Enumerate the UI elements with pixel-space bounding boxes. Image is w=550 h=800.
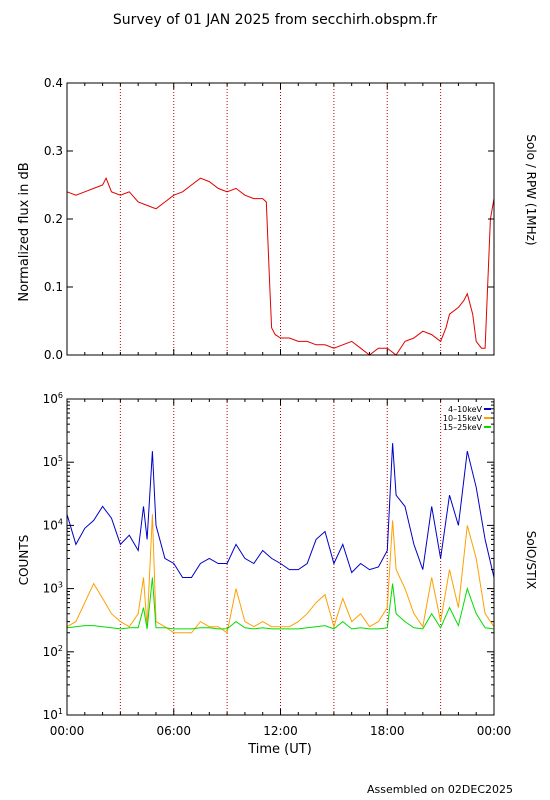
rpw-y-tick-label: 0.0 — [44, 348, 63, 362]
stix-y-tick-label: 103 — [43, 581, 63, 596]
legend-label-3: 15–25keV — [443, 423, 483, 432]
stix-plot-frame — [66, 398, 495, 716]
rpw-y-tick-label: 0.2 — [44, 212, 63, 226]
x-tick-label: 06:00 — [156, 724, 191, 738]
stix-y-tick-label: 106 — [43, 391, 63, 406]
stix-y-tick-label: 101 — [43, 707, 63, 722]
stix-series-group — [66, 443, 495, 634]
stix-y-tick-label: 104 — [43, 517, 63, 532]
stix-axis-ticks: 101 102 103 104 105 106 00:00 06:00 12:00 18:00 00… — [43, 391, 512, 738]
rpw-panel: 0.0 0.1 0.2 0.3 0.4 Normalized flux in dB So… — [17, 76, 538, 362]
rpw-side-label: Solo / RPW (1MHz) — [524, 134, 538, 245]
x-axis-label: Time (UT) — [247, 742, 312, 757]
x-tick-label: 00:00 — [50, 724, 85, 738]
figure-title: Survey of 01 JAN 2025 from secchirh.obsp… — [113, 12, 437, 28]
stix-side-label: SolO/STIX — [524, 531, 538, 590]
x-tick-label: 12:00 — [263, 724, 298, 738]
stix-y-tick-label: 105 — [43, 454, 63, 469]
rpw-flux-line — [66, 176, 495, 356]
legend-label-2: 10–15keV — [443, 414, 483, 423]
rpw-series-group — [66, 176, 495, 356]
stix-series-line-3 — [66, 577, 495, 630]
rpw-y-tick-label: 0.4 — [44, 76, 63, 90]
x-tick-label: 18:00 — [370, 724, 405, 738]
rpw-y-tick-label: 0.3 — [44, 144, 63, 158]
stix-panel: 101 102 103 104 105 106 00:00 06:00 12:00 18:00 00… — [17, 391, 538, 757]
rpw-y-axis-label: Normalized flux in dB — [17, 162, 32, 301]
rpw-y-tick-label: 0.1 — [44, 280, 63, 294]
stix-series-line-2 — [66, 514, 495, 634]
rpw-hour-markers — [119, 83, 442, 355]
assembled-footer: Assembled on 02DEC2025 — [367, 783, 513, 796]
rpw-axis-ticks: 0.0 0.1 0.2 0.3 0.4 — [44, 76, 495, 362]
legend-label-1: 4–10keV — [448, 405, 483, 414]
stix-y-axis-label: COUNTS — [17, 535, 31, 586]
x-tick-label: 00:00 — [477, 724, 512, 738]
stix-y-tick-label: 102 — [43, 644, 63, 659]
stix-series-line-1 — [66, 443, 495, 578]
